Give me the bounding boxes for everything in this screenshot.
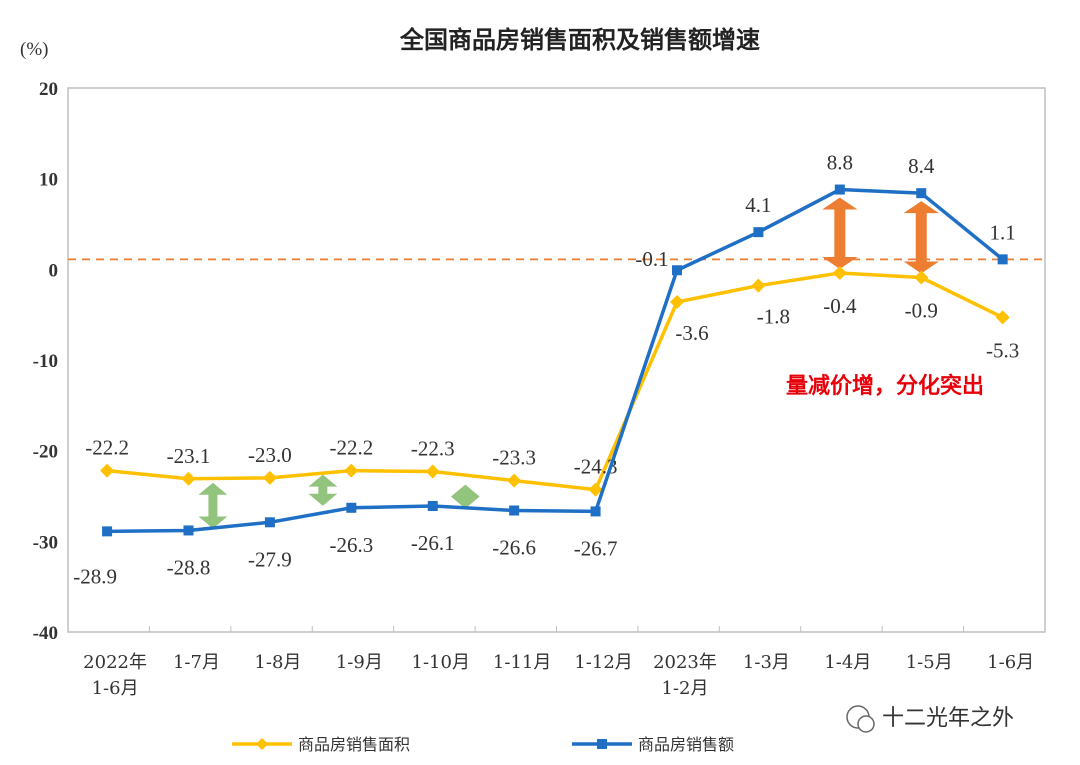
data-label: -5.3 (986, 338, 1019, 362)
x-tick-label: 2023年 (653, 652, 717, 673)
x-tick-label: 1-10月 (412, 652, 470, 673)
y-tick-label: -30 (33, 532, 58, 553)
data-label: -26.6 (492, 536, 536, 560)
data-point (995, 310, 1010, 325)
data-point (751, 278, 766, 293)
double-arrow-icon (903, 201, 939, 274)
data-point (832, 265, 847, 280)
data-point (183, 525, 194, 536)
series-line-sales-amount (107, 187, 1004, 534)
x-tick-label: 1-4月 (824, 652, 871, 673)
double-arrow-icon (308, 474, 338, 506)
data-label: -22.2 (329, 436, 373, 460)
x-tick-label: 1-6月 (92, 678, 139, 699)
y-tick-label: 10 (39, 170, 58, 191)
data-point (427, 500, 438, 511)
data-label: -0.4 (823, 294, 857, 318)
annotation-text: 量减价增，分化突出 (786, 373, 984, 399)
data-point (425, 464, 440, 479)
data-point (588, 482, 603, 497)
data-label: -26.3 (329, 533, 373, 557)
x-tick-label: 1-9月 (336, 652, 383, 673)
data-label: -0.9 (905, 298, 938, 322)
legend-label-sales-amount: 商品房销售额 (638, 735, 734, 754)
double-arrow-icon (822, 197, 858, 269)
double-arrow-icon (198, 482, 228, 529)
data-point (344, 463, 359, 478)
data-label: -26.7 (574, 536, 618, 560)
x-tick-label: 1-2月 (661, 678, 708, 699)
series-line-sales-area (106, 271, 1004, 492)
y-tick-label: 0 (49, 260, 59, 281)
data-point (997, 254, 1008, 265)
x-tick-label: 2022年 (83, 652, 147, 673)
data-label: -28.9 (73, 564, 117, 588)
data-point (102, 526, 113, 537)
data-label: -1.8 (757, 305, 790, 329)
double-arrow-icon (450, 484, 480, 509)
x-tick-label: 1-11月 (493, 652, 551, 673)
data-point (509, 505, 520, 516)
data-label: -28.8 (167, 555, 211, 579)
data-label: 1.1 (990, 220, 1016, 244)
data-label: -22.3 (411, 437, 455, 461)
x-tick-label: 1-5月 (906, 652, 953, 673)
data-point (669, 294, 684, 309)
x-tick-label: 1-7月 (173, 652, 220, 673)
y-axis-unit: (%) (20, 39, 48, 60)
x-tick-label: 1-3月 (743, 652, 790, 673)
data-label: -0.1 (635, 247, 668, 271)
data-label: -23.1 (167, 444, 211, 468)
watermark-text: 十二光年之外 (882, 706, 1014, 731)
y-tick-label: -20 (33, 442, 58, 463)
data-point (181, 471, 196, 486)
data-point (834, 184, 845, 195)
data-point (916, 188, 927, 199)
x-tick-label: 1-12月 (574, 652, 632, 673)
data-label: 8.4 (908, 154, 935, 178)
data-label: 8.8 (827, 151, 853, 175)
data-point (262, 470, 277, 485)
data-point (671, 265, 682, 276)
data-point (753, 227, 764, 238)
legend-label-sales-area: 商品房销售面积 (298, 735, 410, 754)
data-point (346, 502, 357, 513)
data-label: -26.1 (411, 531, 455, 555)
plot-frame (67, 87, 1046, 633)
data-label: 4.1 (745, 193, 771, 217)
data-point (914, 270, 929, 285)
y-tick-label: 20 (39, 79, 58, 100)
data-label: -3.6 (675, 321, 708, 345)
data-label: -22.2 (85, 436, 129, 460)
data-label: -23.3 (492, 446, 536, 470)
y-tick-label: -40 (33, 623, 58, 644)
wechat-icon-bubble (857, 715, 875, 733)
x-tick-label: 1-6月 (987, 652, 1034, 673)
data-point (264, 517, 275, 528)
data-point (590, 506, 601, 517)
chart-title: 全国商品房销售面积及销售额增速 (399, 25, 760, 54)
data-point (100, 463, 115, 478)
data-label: -23.0 (248, 443, 292, 467)
data-point (507, 473, 522, 488)
legend-marker-sales-area (256, 738, 268, 750)
legend-marker-sales-amount (597, 739, 607, 749)
x-tick-label: 1-8月 (254, 652, 301, 673)
data-label: -27.9 (248, 547, 292, 571)
y-tick-label: -10 (33, 351, 58, 372)
